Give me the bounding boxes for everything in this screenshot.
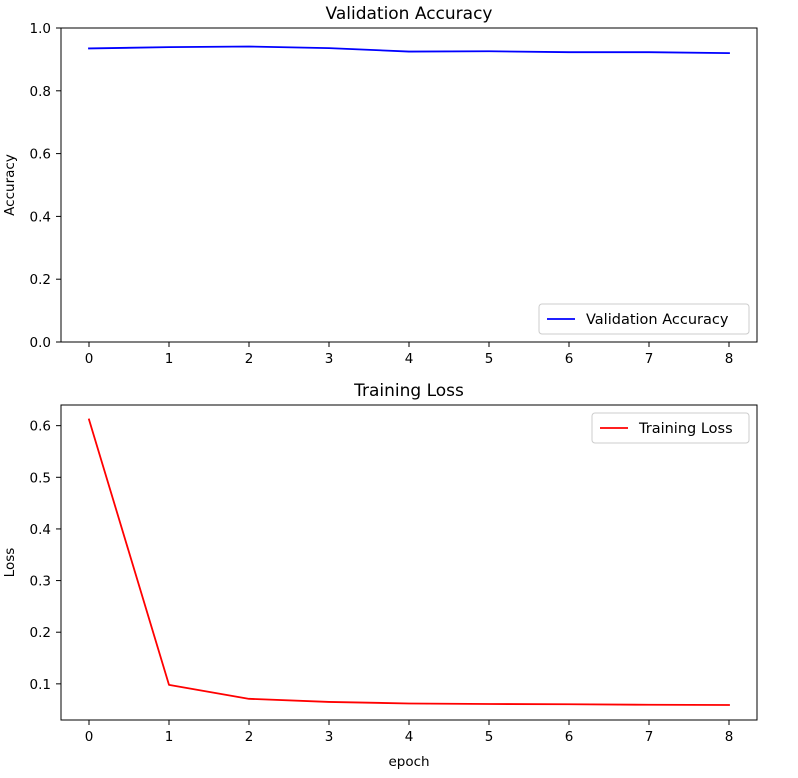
axes-frame-0 bbox=[60, 27, 758, 343]
y-tick-label-0-3: 0.6 bbox=[30, 147, 51, 163]
x-tick-label-1-0: 0 bbox=[85, 729, 94, 745]
x-tick-label-1-8: 8 bbox=[725, 729, 734, 745]
x-tick-label-0-2: 2 bbox=[245, 351, 254, 367]
y-tick-label-0-4: 0.8 bbox=[30, 84, 51, 100]
x-tick-label-1-7: 7 bbox=[645, 729, 654, 745]
x-tick-label-1-2: 2 bbox=[245, 729, 254, 745]
x-tick-label-1-1: 1 bbox=[165, 729, 174, 745]
chart-title-0: Validation Accuracy bbox=[326, 4, 493, 24]
y-tick-label-1-2: 0.3 bbox=[30, 574, 51, 590]
y-axis-label-0: Accuracy bbox=[2, 154, 18, 216]
y-tick-label-0-1: 0.2 bbox=[30, 272, 51, 288]
y-tick-label-1-1: 0.2 bbox=[30, 625, 51, 641]
x-tick-label-0-6: 6 bbox=[565, 351, 574, 367]
legend-label-0-0: Validation Accuracy bbox=[586, 312, 729, 328]
x-tick-label-0-5: 5 bbox=[485, 351, 494, 367]
y-tick-label-0-2: 0.4 bbox=[30, 209, 51, 225]
legend-0: Validation Accuracy bbox=[538, 303, 750, 335]
y-tick-label-0-5: 1.0 bbox=[30, 21, 51, 37]
y-tick-label-1-5: 0.6 bbox=[30, 419, 51, 435]
x-tick-label-0-8: 8 bbox=[725, 351, 734, 367]
y-tick-label-1-4: 0.5 bbox=[30, 470, 51, 486]
x-tick-label-0-1: 1 bbox=[165, 351, 174, 367]
x-tick-label-1-4: 4 bbox=[405, 729, 414, 745]
chart-title-1: Training Loss bbox=[353, 381, 464, 401]
x-tick-label-0-7: 7 bbox=[645, 351, 654, 367]
x-tick-label-0-3: 3 bbox=[325, 351, 334, 367]
y-tick-label-1-3: 0.4 bbox=[30, 522, 51, 538]
legend-1: Training Loss bbox=[591, 412, 750, 444]
legend-label-1-0: Training Loss bbox=[638, 421, 733, 437]
y-tick-label-0-0: 0.0 bbox=[30, 335, 51, 351]
legend-box-0 bbox=[538, 303, 750, 335]
y-tick-label-1-0: 0.1 bbox=[30, 677, 51, 693]
x-tick-label-1-6: 6 bbox=[565, 729, 574, 745]
legend-box-1 bbox=[591, 412, 750, 444]
x-tick-label-0-0: 0 bbox=[85, 351, 94, 367]
chart-0: 0 1 2 3 4 5 6 7 8 0.0 0.2 0.4 0.6 0.8 1.0 Validation Ac… bbox=[2, 4, 758, 367]
y-axis-label-1: Loss bbox=[2, 548, 18, 578]
x-axis-label-1: epoch bbox=[388, 754, 429, 770]
x-tick-label-0-4: 4 bbox=[405, 351, 414, 367]
chart-1: 0 1 2 3 4 5 6 7 8 0.1 0.2 0.3 0.4 0.5 0.6 Training Loss… bbox=[2, 381, 758, 770]
series-line-1-0 bbox=[87, 418, 730, 706]
x-tick-label-1-3: 3 bbox=[325, 729, 334, 745]
series-line-0-0 bbox=[88, 45, 730, 55]
x-tick-label-1-5: 5 bbox=[485, 729, 494, 745]
